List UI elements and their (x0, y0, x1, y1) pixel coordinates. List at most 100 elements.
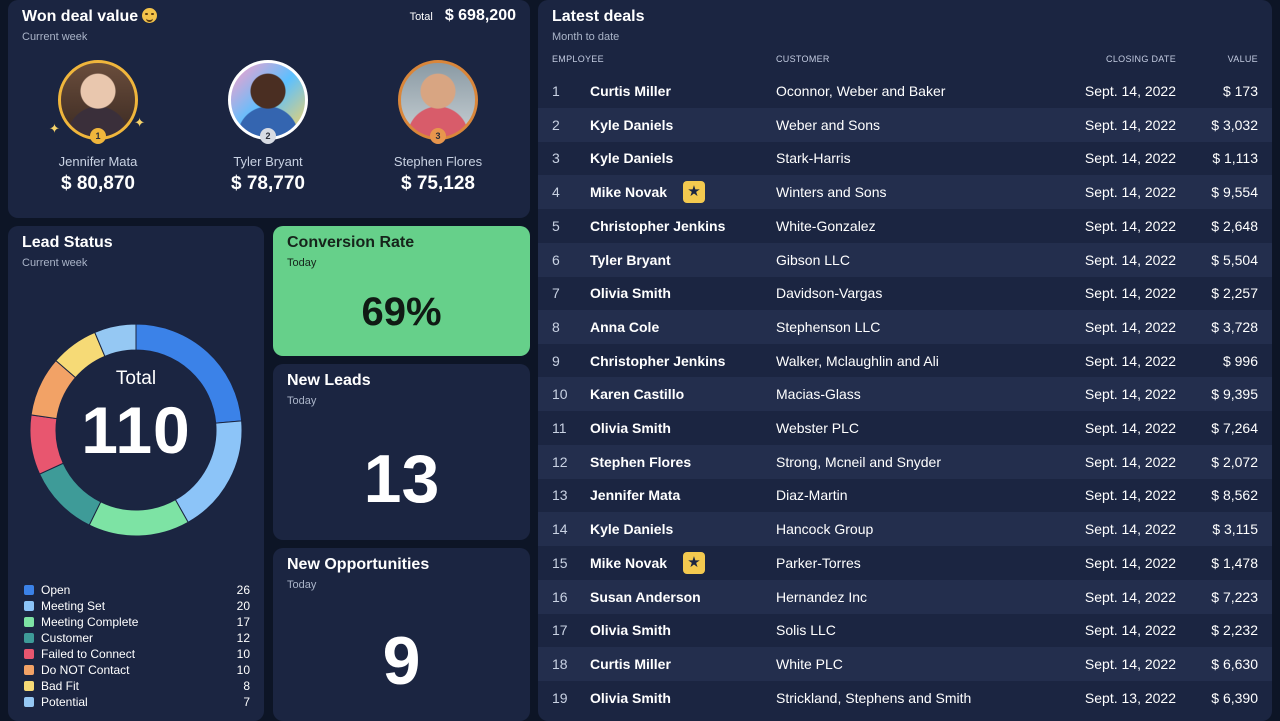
closing-date-cell: Sept. 14, 2022 (1084, 352, 1176, 369)
sparkle-icon: ✦ (134, 115, 145, 130)
new-leads-value: 13 (363, 441, 440, 517)
new-opportunities-title: New Opportunities (287, 556, 430, 573)
closing-date-cell: Sept. 14, 2022 (1084, 521, 1176, 538)
legend-label: Open (41, 583, 71, 597)
value-cell: $ 2,232 (1211, 622, 1258, 639)
latest-deals-title: Latest deals (552, 8, 645, 25)
leader-amount: $ 80,870 (61, 173, 135, 194)
value-cell: $ 1,478 (1211, 554, 1258, 571)
table-row[interactable]: 4 Mike Novak Winters and Sons Sept. 14, 202… (538, 175, 1272, 210)
table-row[interactable]: 5 Christopher Jenkins White-Gonzalez Sept. … (538, 209, 1272, 243)
avatar: 3 (398, 60, 478, 144)
value-cell: $ 9,554 (1211, 184, 1258, 201)
table-row[interactable]: 8 Anna Cole Stephenson LLC Sept. 14, 2022 $ … (538, 309, 1272, 344)
row-number: 4 (552, 184, 560, 201)
table-row[interactable]: 2 Kyle Daniels Weber and Sons Sept. 14, 202… (538, 107, 1272, 142)
table-row[interactable]: 14 Kyle Daniels Hancock Group Sept. 14, 202… (538, 512, 1272, 547)
latest-deals-card: Latest deals Month to date EMPLOYEE CUST… (538, 0, 1272, 721)
customer-cell: Strong, Mcneil and Snyder (776, 453, 941, 470)
table-row[interactable]: 3 Kyle Daniels Stark-Harris Sept. 14, 2022 $… (538, 141, 1272, 175)
customer-cell: Weber and Sons (776, 116, 881, 133)
employee-cell: Karen Castillo (590, 386, 685, 403)
employee-cell: Mike Novak (590, 554, 668, 571)
rank-badge: 1 (90, 128, 106, 144)
donut-slice[interactable] (94, 323, 137, 357)
legend-item[interactable]: Customer 12 (24, 630, 250, 646)
table-row[interactable]: 7 Olivia Smith Davidson-Vargas Sept. 14, 20… (538, 276, 1272, 310)
new-leads-title: New Leads (287, 372, 371, 389)
donut-slice[interactable] (38, 462, 102, 526)
employee-cell: Mike Novak (590, 184, 668, 201)
legend-item[interactable]: Bad Fit 8 (24, 678, 250, 694)
leader-amount: $ 75,128 (401, 173, 475, 194)
employee-cell: Kyle Daniels (590, 150, 674, 167)
conversion-rate-value: 69% (361, 290, 442, 334)
table-row[interactable]: 6 Tyler Bryant Gibson LLC Sept. 14, 2022 $ 5… (538, 242, 1272, 277)
leader-amount: $ 78,770 (231, 173, 305, 194)
conversion-rate-subtitle: Today (287, 257, 317, 269)
legend-count: 10 (236, 663, 250, 677)
table-row[interactable]: 19 Olivia Smith Strickland, Stephens and S… (538, 681, 1272, 715)
employee-cell: Christopher Jenkins (590, 217, 726, 234)
customer-cell: Walker, Mclaughlin and Ali (776, 352, 939, 369)
conversion-rate-card: Conversion Rate Today 69% (273, 226, 530, 356)
sparkle-icon: ✦ (49, 121, 60, 136)
lead-status-legend: Open 26 Meeting Set 20 Meeting Complete 17 Cus… (24, 582, 250, 710)
column-header-employee: EMPLOYEE (552, 54, 604, 64)
employee-cell: Olivia Smith (590, 689, 671, 706)
legend-item[interactable]: Open 26 (24, 582, 250, 598)
legend-item[interactable]: Failed to Connect 10 (24, 646, 250, 662)
legend-swatch (24, 633, 34, 643)
legend-count: 26 (236, 583, 250, 597)
rank-badge: 3 (430, 128, 446, 144)
leader-name: Stephen Flores (393, 154, 483, 169)
table-row[interactable]: 11 Olivia Smith Webster PLC Sept. 14, 2022 $… (538, 411, 1272, 445)
customer-cell: White-Gonzalez (776, 217, 876, 234)
legend-item[interactable]: Do NOT Contact 10 (24, 662, 250, 678)
legend-swatch (24, 585, 34, 595)
closing-date-cell: Sept. 14, 2022 (1084, 487, 1176, 504)
table-row[interactable]: 16 Susan Anderson Hernandez Inc Sept. 14, 2… (538, 579, 1272, 614)
latest-deals-subtitle: Month to date (552, 31, 620, 43)
legend-count: 20 (236, 599, 250, 613)
table-row[interactable]: 15 Mike Novak Parker-Torres Sept. 14, 2022 $… (538, 546, 1272, 580)
legend-item[interactable]: Meeting Set 20 (24, 598, 250, 614)
employee-cell: Tyler Bryant (590, 251, 671, 268)
donut-slice[interactable] (88, 498, 189, 537)
table-row[interactable]: 10 Karen Castillo Macias-Glass Sept. 14, 20… (538, 377, 1272, 412)
row-number: 8 (552, 318, 560, 335)
customer-cell: Solis LLC (776, 622, 836, 639)
won-deal-value-card: Won deal value Current week Total $ 698,… (8, 0, 530, 218)
table-row[interactable]: 12 Stephen Flores Strong, Mcneil and Snyde… (538, 444, 1272, 479)
legend-item[interactable]: Potential 7 (24, 694, 250, 710)
new-leads-card: New Leads Today 13 (273, 364, 530, 540)
closing-date-cell: Sept. 14, 2022 (1084, 184, 1176, 201)
legend-swatch (24, 649, 34, 659)
row-number: 17 (552, 622, 568, 639)
customer-cell: Diaz-Martin (776, 487, 848, 504)
table-row[interactable]: 17 Olivia Smith Solis LLC Sept. 14, 2022 $ 2… (538, 613, 1272, 647)
legend-label: Do NOT Contact (41, 663, 130, 677)
employee-cell: Jennifer Mata (590, 487, 681, 504)
table-row[interactable]: 9 Christopher Jenkins Walker, Mclaughlin a… (538, 344, 1272, 378)
row-number: 19 (552, 689, 568, 706)
legend-item[interactable]: Meeting Complete 17 (24, 614, 250, 630)
value-cell: $ 2,648 (1211, 217, 1258, 234)
value-cell: $ 7,223 (1211, 588, 1258, 605)
star-icon: ★ (683, 551, 705, 574)
closing-date-cell: Sept. 14, 2022 (1084, 285, 1176, 302)
table-row[interactable]: 13 Jennifer Mata Diaz-Martin Sept. 14, 2022… (538, 478, 1272, 512)
leader-name: Tyler Bryant (233, 154, 303, 169)
customer-cell: Davidson-Vargas (776, 285, 883, 302)
lead-status-title: Lead Status (22, 234, 113, 251)
row-number: 3 (552, 150, 560, 167)
customer-cell: Stark-Harris (776, 150, 851, 167)
table-row[interactable]: 18 Curtis Miller White PLC Sept. 14, 2022 $ … (538, 646, 1272, 681)
employee-cell: Curtis Miller (590, 655, 671, 672)
won-total-value: $ 698,200 (444, 7, 516, 24)
row-number: 14 (552, 521, 568, 538)
table-row[interactable]: 1 Curtis Miller Oconnor, Weber and Baker Se… (538, 74, 1272, 108)
row-number: 5 (552, 217, 560, 234)
legend-count: 10 (236, 647, 250, 661)
customer-cell: Strickland, Stephens and Smith (776, 689, 972, 706)
